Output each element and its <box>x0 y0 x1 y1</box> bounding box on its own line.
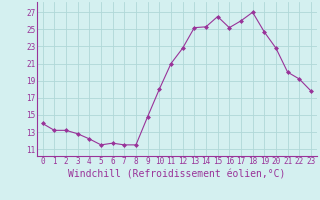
X-axis label: Windchill (Refroidissement éolien,°C): Windchill (Refroidissement éolien,°C) <box>68 169 285 179</box>
